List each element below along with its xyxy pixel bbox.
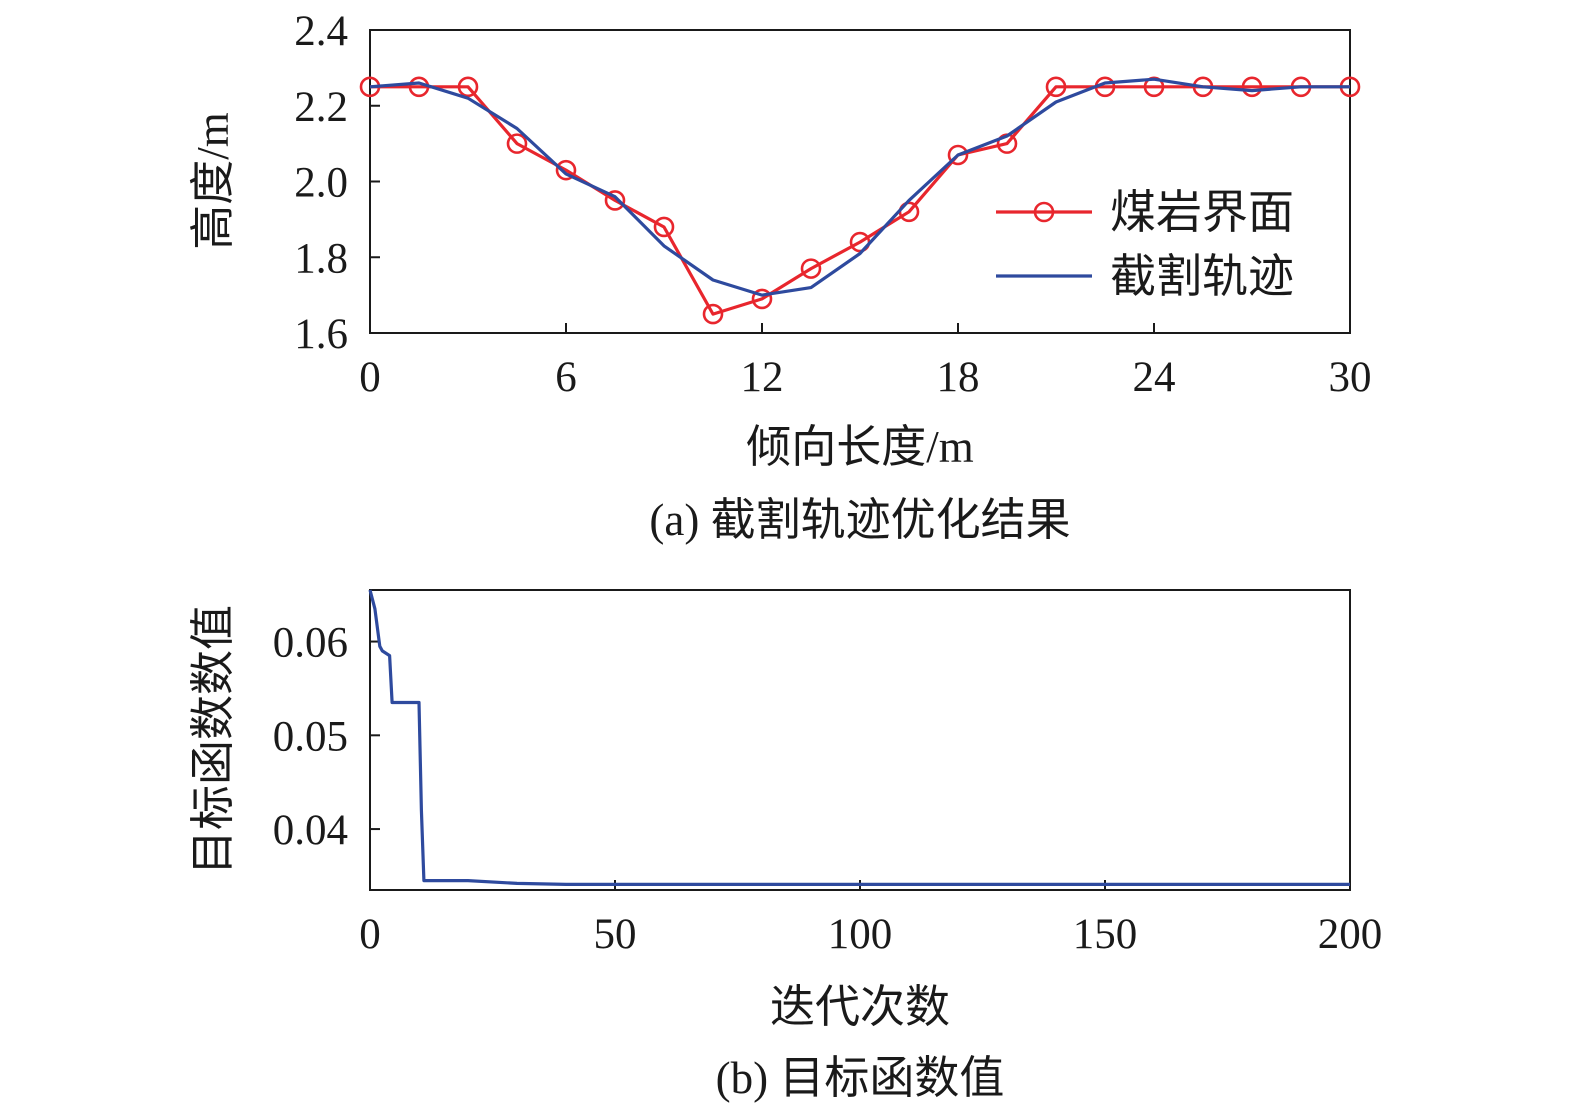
- chart-b: 0 50 100 150 200 0.04 0.05 0.06 迭代次数 目标函数数值 (b)…: [188, 589, 1383, 1103]
- ytick-label-a-1: 1.8: [294, 235, 348, 282]
- xtick-label-a-4: 24: [1133, 354, 1176, 401]
- caption-b: (b) 目标函数值: [716, 1053, 1005, 1103]
- ytick-label-b-2: 0.06: [273, 620, 348, 667]
- ytick-label-a-4: 2.4: [294, 8, 348, 55]
- ytick-label-a-3: 2.2: [294, 84, 348, 131]
- series-line-a-0: [370, 85, 1350, 316]
- tick-marks-b: [369, 640, 1351, 890]
- ylabel-a: 高度/m: [188, 112, 238, 250]
- legend-label-1: 截割轨迹: [1110, 251, 1294, 302]
- xtick-label-b-0: 0: [359, 911, 381, 958]
- xtick-label-a-1: 6: [555, 354, 577, 401]
- series-a: [359, 76, 1361, 325]
- xtick-label-a-2: 12: [741, 354, 784, 401]
- point-a-0-12: [947, 144, 969, 166]
- xtick-label-a-0: 0: [359, 354, 381, 401]
- point-a-0-3: [506, 133, 528, 154]
- xtick-label-a-3: 18: [937, 354, 980, 401]
- xtick-label-b-1: 50: [594, 911, 637, 958]
- tick-labels-b: 0 50 100 150 200 0.04 0.05 0.06: [273, 620, 1383, 958]
- ytick-label-b-1: 0.05: [273, 713, 348, 760]
- xlabel-a: 倾向长度/m: [746, 422, 974, 472]
- xtick-label-b-4: 200: [1318, 911, 1383, 958]
- point-a-0-18: [1241, 76, 1263, 98]
- ytick-label-b-0: 0.04: [273, 807, 348, 854]
- point-a-0-6: [653, 216, 675, 238]
- ytick-label-a-2: 2.0: [294, 160, 348, 207]
- tick-labels-a: 0 6 12 18 24 30 1.6 1.8 2.0 2.2 2.4: [294, 8, 1371, 401]
- caption-a: (a) 截割轨迹优化结果: [649, 495, 1070, 545]
- point-a-0-2: [457, 76, 479, 98]
- ytick-label-a-0: 1.6: [294, 311, 348, 358]
- legend-label-0: 煤岩界面: [1110, 187, 1294, 238]
- legend-marker-0: [1033, 201, 1055, 223]
- series-line-a-1: [369, 77, 1350, 297]
- xtick-label-b-2: 100: [828, 911, 893, 958]
- point-a-0-14: [1045, 76, 1067, 98]
- series-line-b-0: [368, 589, 1350, 887]
- point-a-0-7: [702, 303, 724, 325]
- plot-frame-b: [369, 589, 1351, 891]
- point-a-0-4: [555, 159, 577, 181]
- point-a-0-9: [800, 258, 822, 279]
- xtick-label-b-3: 150: [1073, 911, 1138, 958]
- series-b: [368, 589, 1350, 887]
- point-a-0-5: [604, 190, 626, 211]
- ylabel-b: 目标函数数值: [188, 605, 238, 875]
- xlabel-b: 迭代次数: [770, 982, 950, 1032]
- tick-marks-a: [369, 29, 1351, 334]
- xtick-label-a-5: 30: [1329, 354, 1372, 401]
- point-a-0-8: [751, 288, 773, 310]
